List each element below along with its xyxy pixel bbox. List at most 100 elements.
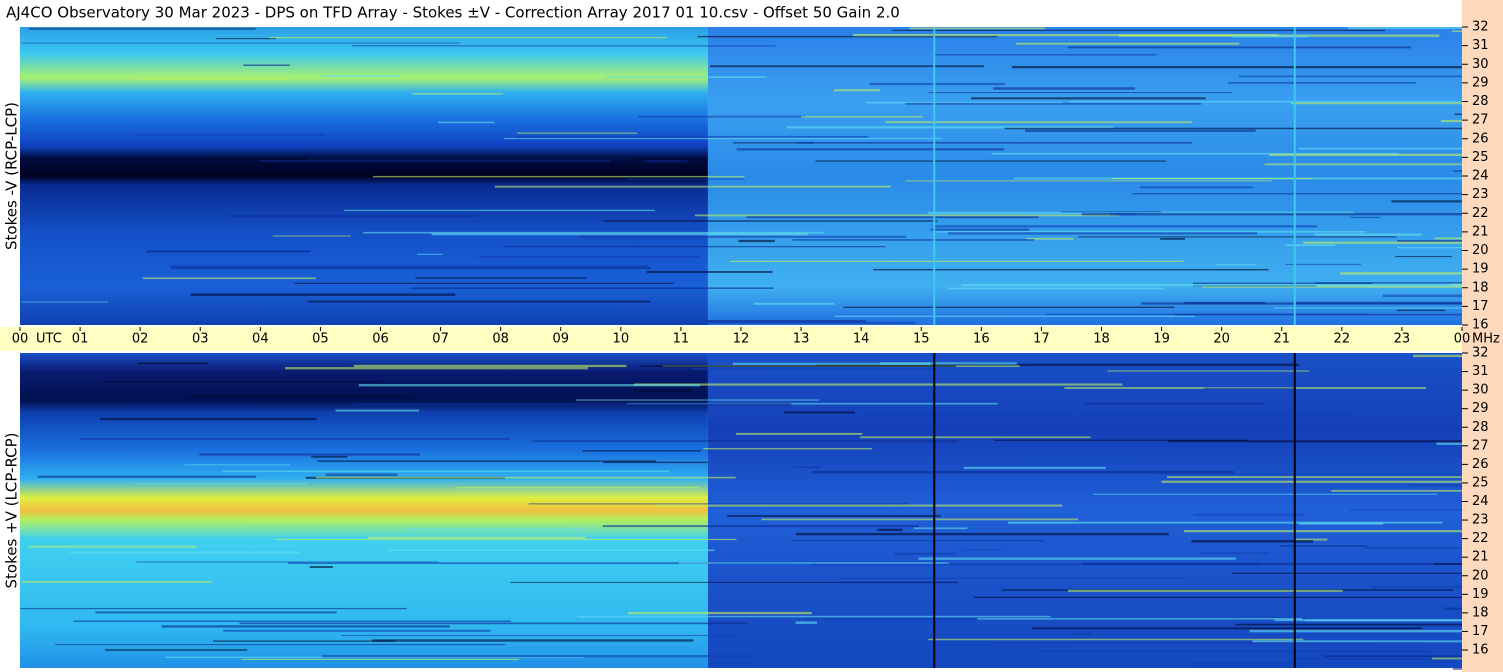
- streak: [1269, 153, 1462, 156]
- streak: [387, 549, 715, 552]
- streak: [993, 87, 1135, 90]
- streak: [317, 460, 657, 462]
- streak: [1004, 127, 1462, 130]
- streak: [795, 621, 817, 624]
- streak: [438, 121, 495, 124]
- x-tick-label: 04: [252, 332, 269, 347]
- streak: [351, 45, 776, 47]
- x-tick-label: 00: [12, 332, 29, 347]
- streak: [1436, 442, 1462, 445]
- streak: [1077, 236, 1397, 238]
- streak: [794, 466, 822, 468]
- streak: [963, 466, 1106, 469]
- streak: [651, 321, 916, 324]
- streak: [1349, 216, 1381, 219]
- streak: [729, 260, 1184, 263]
- streak: [216, 38, 277, 40]
- streak: [577, 615, 1051, 618]
- streak: [579, 235, 907, 238]
- streak: [1203, 387, 1296, 390]
- streak: [627, 402, 998, 405]
- streak: [877, 528, 903, 532]
- streak: [95, 611, 337, 614]
- streak: [1093, 493, 1438, 495]
- streak: [694, 214, 1119, 217]
- y-tick-label: 27: [1472, 113, 1489, 128]
- streak: [1397, 246, 1462, 249]
- streak: [796, 532, 1169, 536]
- streak: [1193, 282, 1373, 284]
- streak: [372, 639, 694, 642]
- y-tick-label: 29: [1472, 401, 1489, 416]
- streak: [657, 504, 1063, 507]
- spectrum-night: [707, 353, 1462, 668]
- streak: [21, 301, 108, 303]
- streak: [965, 549, 1001, 551]
- streak: [1299, 147, 1462, 150]
- y-tick-label: 26: [1472, 457, 1489, 472]
- streak: [582, 450, 701, 452]
- streak: [344, 209, 655, 212]
- x-tick-label: 21: [1273, 332, 1290, 347]
- streak: [320, 75, 401, 78]
- y-tick-label: 21: [1472, 550, 1489, 565]
- streak: [358, 383, 701, 387]
- streak: [1168, 440, 1462, 443]
- streak: [971, 97, 1206, 100]
- streak: [905, 102, 1202, 105]
- streak: [934, 54, 1157, 56]
- streak: [309, 566, 333, 569]
- streak: [991, 152, 1399, 155]
- streak: [1141, 302, 1462, 305]
- x-tick-label: 11: [673, 332, 690, 347]
- y-tick-label: 19: [1472, 587, 1489, 602]
- y-tick-label: 28: [1472, 420, 1489, 435]
- streak: [815, 363, 1300, 367]
- streak: [1441, 119, 1462, 123]
- streak: [643, 160, 688, 163]
- y-tick-label: 16: [1472, 318, 1489, 333]
- streak: [1285, 263, 1361, 265]
- streak: [269, 36, 667, 39]
- streak: [892, 29, 1386, 32]
- y-tick-label: 30: [1472, 383, 1489, 398]
- streak: [640, 365, 956, 368]
- streak: [372, 175, 745, 178]
- streak: [753, 302, 835, 305]
- streak: [1085, 402, 1264, 405]
- streak: [994, 439, 1248, 441]
- streak: [692, 368, 935, 370]
- streak: [973, 596, 1462, 599]
- streak: [134, 482, 307, 485]
- streak: [1314, 233, 1422, 236]
- streak: [335, 409, 420, 412]
- streak: [575, 399, 820, 401]
- streak: [634, 389, 693, 392]
- x-tick-label: 22: [1334, 332, 1351, 347]
- streak: [961, 284, 1462, 287]
- streak: [353, 364, 627, 368]
- streak: [801, 116, 923, 118]
- y-tick-label: 27: [1472, 438, 1489, 453]
- streak: [294, 282, 675, 284]
- chart-title: AJ4CO Observatory 30 Mar 2023 - DPS on T…: [6, 4, 900, 22]
- streak: [1189, 662, 1302, 665]
- streak: [341, 634, 740, 637]
- streak: [784, 411, 855, 414]
- streak: [1201, 552, 1270, 555]
- streak: [1370, 585, 1462, 589]
- y-tick-label: 30: [1472, 57, 1489, 72]
- streak: [170, 264, 648, 267]
- streak: [70, 551, 301, 554]
- streak: [909, 27, 1046, 30]
- y-tick-label: 31: [1472, 38, 1489, 53]
- streak: [1431, 657, 1462, 660]
- streak: [1315, 282, 1462, 284]
- streak: [1433, 563, 1462, 565]
- streak: [633, 383, 1123, 386]
- streak: [1395, 255, 1452, 258]
- y-axis-label: Stokes +V (LCP-RCP): [3, 433, 21, 589]
- streak: [1031, 627, 1423, 630]
- streak: [363, 231, 825, 234]
- streak: [1160, 237, 1186, 240]
